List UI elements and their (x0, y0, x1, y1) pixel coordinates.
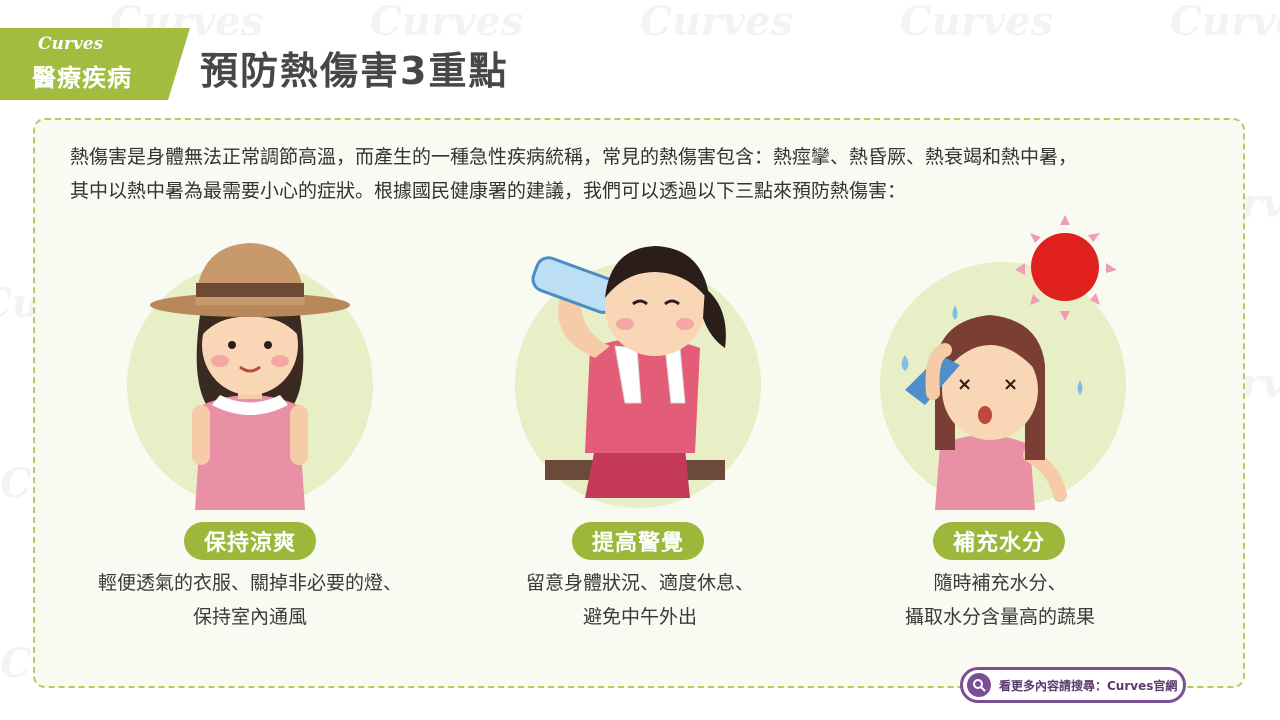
intro-line: 熱傷害是身體無法正常調節高溫，而產生的一種急性疾病統稱，常見的熱傷害包含：熱痙攣… (70, 146, 1078, 168)
sun-icon (1015, 215, 1117, 321)
tip-label-alert: 提高警覺 (572, 522, 704, 560)
woman-drinking-water-illustration (531, 246, 726, 498)
svg-text:×: × (1003, 374, 1018, 395)
tip-description-line: 輕便透氣的衣服、關掉非必要的燈、 (97, 572, 402, 594)
category-label: 醫療疾病 (32, 64, 132, 92)
watermark: Curves (370, 0, 524, 45)
brand-logo-text: Curves (38, 34, 104, 54)
intro-paragraph: 熱傷害是身體無法正常調節高溫，而產生的一種急性疾病統稱，常見的熱傷害包含：熱痙攣… (70, 140, 1210, 208)
tip-label-cool: 保持涼爽 (184, 522, 316, 560)
watermark: Curves (900, 0, 1054, 45)
woman-straw-hat-illustration (150, 243, 350, 510)
woman-heatstroke-illustration: × × (901, 215, 1117, 510)
tip-description-line: 隨時補充水分、 (933, 572, 1067, 594)
tip-description-line: 攝取水分含量高的蔬果 (904, 606, 1095, 628)
tip-description-line: 避免中午外出 (582, 606, 697, 628)
tip-description-line: 保持室內通風 (192, 606, 307, 628)
watermark: Curves (1170, 0, 1280, 45)
watermark: Curves (640, 0, 794, 45)
page-title: 預防熱傷害3重點 (200, 49, 509, 93)
search-hint-text: 看更多內容請搜尋：Curves官網 (999, 678, 1178, 693)
tip-description-line: 留意身體狀況、適度休息、 (525, 572, 754, 594)
category-badge (0, 28, 190, 100)
tip-description-alert: 留意身體狀況、適度休息、 避免中午外出 (460, 566, 820, 634)
tip-description-cool: 輕便透氣的衣服、關掉非必要的燈、 保持室內通風 (60, 566, 440, 634)
tip-label-hydrate: 補充水分 (933, 522, 1065, 560)
intro-line: 其中以熱中暑為最需要小心的症狀。根據國民健康署的建議，我們可以透過以下三點來預防… (70, 180, 907, 202)
svg-text:×: × (957, 374, 972, 395)
search-icon (967, 673, 991, 697)
search-hint-badge: 看更多內容請搜尋：Curves官網 (960, 667, 1186, 703)
tip-description-hydrate: 隨時補充水分、 攝取水分含量高的蔬果 (840, 566, 1160, 634)
